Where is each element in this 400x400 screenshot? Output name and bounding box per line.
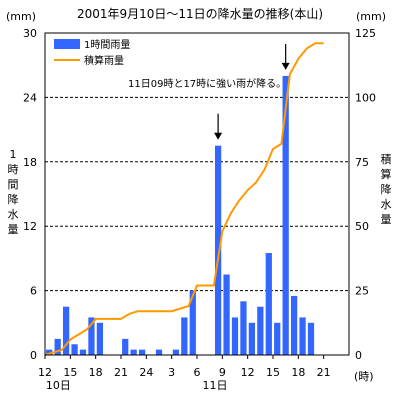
- rain-bar: [290, 295, 298, 355]
- x-tick-label: 24: [139, 366, 153, 379]
- date-label: 11日: [203, 379, 228, 392]
- x-tick-label: 18: [89, 366, 103, 379]
- rain-bar: [88, 317, 95, 355]
- date-labels: 10日 11日: [46, 379, 228, 392]
- x-tick-label: 15: [63, 366, 77, 379]
- right-y-tick-label: 100: [355, 91, 376, 104]
- x-tick-label: 12: [38, 366, 52, 379]
- rain-bar: [71, 344, 78, 355]
- right-y-tick-label: 125: [355, 27, 376, 40]
- rain-bar: [214, 145, 222, 355]
- left-y-tick-label: 12: [23, 220, 37, 233]
- rain-bar: [155, 349, 163, 355]
- rain-bar: [79, 349, 87, 355]
- bar-series: [46, 75, 315, 355]
- legend-bar-swatch: [54, 39, 80, 49]
- x-unit-label: (時): [354, 370, 374, 383]
- x-tick-label: 9: [219, 366, 226, 379]
- left-unit-label: (mm): [6, 10, 36, 23]
- left-y-tick-label: 0: [30, 349, 37, 362]
- x-tick-label: 15: [266, 366, 280, 379]
- rain-bar: [181, 317, 188, 355]
- x-tick-label: 6: [194, 366, 201, 379]
- rain-bar: [265, 253, 272, 355]
- right-y-axis-char: 量: [381, 213, 392, 226]
- rain-bar: [172, 349, 180, 355]
- rain-bar: [130, 349, 137, 355]
- left-y-tick-label: 18: [23, 156, 37, 169]
- right-unit-label: (mm): [356, 10, 386, 23]
- cumulative-line: [44, 42, 324, 356]
- left-y-axis-char: 時: [8, 163, 19, 176]
- x-tick-label: 21: [317, 366, 331, 379]
- rain-bar: [299, 317, 306, 355]
- left-y-axis-char: 水: [8, 208, 19, 221]
- left-y-axis-char: 降: [8, 192, 19, 206]
- right-y-axis-char: 降: [381, 182, 392, 196]
- date-label: 10日: [46, 379, 71, 392]
- left-y-tick-label: 30: [23, 27, 37, 40]
- arrow-head-icon: [214, 132, 223, 140]
- arrow-head-icon: [281, 62, 290, 70]
- chart-title: 2001年9月10日～11日の降水量の推移(本山): [77, 7, 323, 21]
- left-y-ticks: 0 6 12 18 24 30: [23, 27, 37, 362]
- x-tick-label: 12: [241, 366, 255, 379]
- right-y-tick-label: 50: [355, 220, 369, 233]
- legend-bar-label: 1時間雨量: [84, 39, 130, 51]
- left-y-tick-label: 6: [30, 285, 37, 298]
- x-ticks: 12 15 18 21 24 3 6 9 12 15 18 21: [38, 355, 331, 379]
- x-tick-label: 3: [168, 366, 175, 379]
- rain-bar: [240, 301, 247, 355]
- rain-bar: [223, 274, 230, 355]
- rain-bar: [46, 349, 53, 355]
- legend-line-label: 積算雨量: [84, 54, 124, 67]
- left-y-axis-char: 間: [8, 178, 19, 191]
- right-y-axis-char: 水: [381, 198, 392, 211]
- gridlines: [45, 96, 349, 292]
- rain-bar: [62, 306, 70, 355]
- rain-bar: [54, 338, 61, 355]
- right-y-ticks: 0 25 50 75 100 125: [355, 27, 376, 362]
- rain-bar: [248, 322, 256, 355]
- rain-bar: [122, 338, 129, 355]
- rain-bar: [274, 322, 281, 355]
- line-series: [44, 42, 324, 356]
- right-y-axis-char: 積: [381, 152, 392, 166]
- rain-bar: [257, 306, 264, 355]
- left-y-axis-char: 1: [10, 148, 17, 161]
- rain-bar: [189, 290, 196, 355]
- x-tick-label: 18: [291, 366, 305, 379]
- right-y-tick-label: 75: [355, 156, 369, 169]
- right-y-tick-label: 0: [355, 349, 362, 362]
- rain-bar: [307, 322, 315, 355]
- right-y-axis-char: 算: [381, 167, 392, 181]
- rain-bar: [282, 75, 289, 355]
- right-y-tick-label: 25: [355, 285, 369, 298]
- rain-bar: [138, 349, 146, 355]
- rain-bar: [96, 322, 104, 355]
- x-tick-label: 21: [114, 366, 128, 379]
- left-y-tick-label: 24: [23, 91, 37, 104]
- rain-bar: [231, 317, 239, 355]
- annotation-text: 11日09時と17時に強い雨が降る。: [128, 77, 286, 90]
- annotation-arrows: [214, 43, 290, 140]
- left-y-axis-char: 量: [8, 223, 19, 236]
